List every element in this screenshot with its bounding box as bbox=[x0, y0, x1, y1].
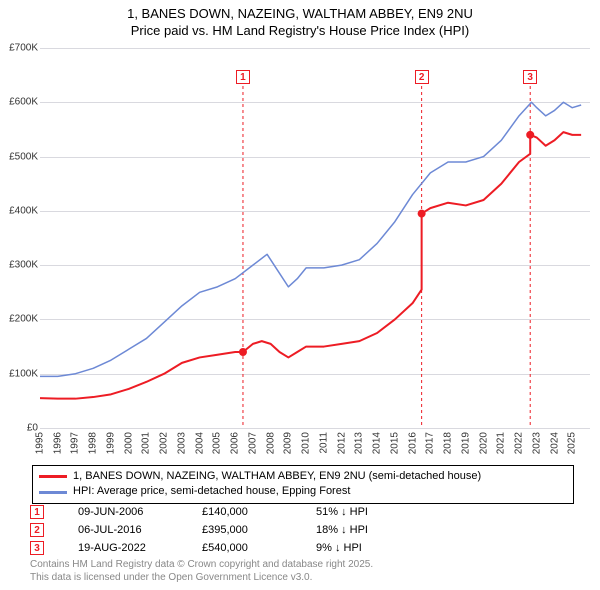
sales-table: 1 09-JUN-2006 £140,000 51% ↓ HPI 2 06-JUL-201… bbox=[30, 505, 396, 559]
x-tick-label: 2016 bbox=[407, 432, 418, 454]
x-tick-label: 2006 bbox=[230, 432, 241, 454]
y-tick-label: £200K bbox=[9, 314, 38, 325]
y-tick-label: £600K bbox=[9, 97, 38, 108]
x-tick-label: 2024 bbox=[549, 432, 560, 454]
sale-point-marker bbox=[526, 131, 534, 139]
x-tick-label: 2020 bbox=[478, 432, 489, 454]
legend-swatch-hpi bbox=[39, 491, 67, 494]
x-tick-label: 2003 bbox=[176, 432, 187, 454]
x-tick-label: 2022 bbox=[514, 432, 525, 454]
x-tick-label: 2018 bbox=[443, 432, 454, 454]
y-tick-label: £300K bbox=[9, 260, 38, 271]
x-tick-label: 2011 bbox=[318, 432, 329, 454]
x-tick-label: 2013 bbox=[354, 432, 365, 454]
x-tick-label: 2004 bbox=[194, 432, 205, 454]
sale-price: £140,000 bbox=[202, 506, 282, 518]
sale-date: 19-AUG-2022 bbox=[78, 542, 168, 554]
sale-row: 1 09-JUN-2006 £140,000 51% ↓ HPI bbox=[30, 505, 396, 519]
chart-title: 1, BANES DOWN, NAZEING, WALTHAM ABBEY, E… bbox=[0, 0, 600, 40]
sale-row: 2 06-JUL-2016 £395,000 18% ↓ HPI bbox=[30, 523, 396, 537]
y-tick-label: £700K bbox=[9, 43, 38, 54]
legend-label-price-paid: 1, BANES DOWN, NAZEING, WALTHAM ABBEY, E… bbox=[73, 469, 481, 484]
x-tick-label: 2007 bbox=[247, 432, 258, 454]
legend-item-price-paid: 1, BANES DOWN, NAZEING, WALTHAM ABBEY, E… bbox=[39, 469, 567, 484]
gridline-y bbox=[40, 428, 590, 429]
sale-price: £395,000 bbox=[202, 524, 282, 536]
title-line2: Price paid vs. HM Land Registry's House … bbox=[0, 23, 600, 40]
legend-swatch-price-paid bbox=[39, 475, 67, 478]
x-tick-label: 2010 bbox=[301, 432, 312, 454]
sale-date: 09-JUN-2006 bbox=[78, 506, 168, 518]
sale-delta: 18% ↓ HPI bbox=[316, 524, 396, 536]
footer-line2: This data is licensed under the Open Gov… bbox=[30, 572, 373, 585]
x-tick-label: 1998 bbox=[88, 432, 99, 454]
y-tick-label: £400K bbox=[9, 205, 38, 216]
x-tick-label: 2023 bbox=[531, 432, 542, 454]
x-tick-label: 2015 bbox=[389, 432, 400, 454]
x-tick-label: 2021 bbox=[496, 432, 507, 454]
sale-marker: 3 bbox=[30, 541, 44, 555]
x-tick-label: 2009 bbox=[283, 432, 294, 454]
x-tick-label: 1997 bbox=[70, 432, 81, 454]
sale-marker: 2 bbox=[30, 523, 44, 537]
y-tick-label: £100K bbox=[9, 368, 38, 379]
x-tick-label: 1996 bbox=[52, 432, 63, 454]
sale-delta: 9% ↓ HPI bbox=[316, 542, 396, 554]
x-tick-label: 2001 bbox=[141, 432, 152, 454]
x-tick-label: 2012 bbox=[336, 432, 347, 454]
x-tick-label: 2002 bbox=[159, 432, 170, 454]
legend: 1, BANES DOWN, NAZEING, WALTHAM ABBEY, E… bbox=[32, 465, 574, 504]
x-tick-label: 2005 bbox=[212, 432, 223, 454]
sale-point-marker bbox=[239, 348, 247, 356]
sale-marker: 1 bbox=[30, 505, 44, 519]
legend-item-hpi: HPI: Average price, semi-detached house,… bbox=[39, 484, 567, 499]
sale-date: 06-JUL-2016 bbox=[78, 524, 168, 536]
x-tick-label: 2025 bbox=[567, 432, 578, 454]
line-chart: £0£100K£200K£300K£400K£500K£600K£700K199… bbox=[40, 48, 590, 428]
annotation-marker: 1 bbox=[236, 70, 250, 84]
series-price_paid bbox=[40, 132, 581, 399]
x-tick-label: 2008 bbox=[265, 432, 276, 454]
footer-line1: Contains HM Land Registry data © Crown c… bbox=[30, 559, 373, 572]
sale-row: 3 19-AUG-2022 £540,000 9% ↓ HPI bbox=[30, 541, 396, 555]
legend-label-hpi: HPI: Average price, semi-detached house,… bbox=[73, 484, 350, 499]
annotation-marker: 3 bbox=[523, 70, 537, 84]
footer-attribution: Contains HM Land Registry data © Crown c… bbox=[30, 559, 373, 584]
y-tick-label: £500K bbox=[9, 151, 38, 162]
chart-svg bbox=[40, 48, 590, 428]
x-tick-label: 1999 bbox=[105, 432, 116, 454]
x-tick-label: 1995 bbox=[35, 432, 46, 454]
annotation-marker: 2 bbox=[415, 70, 429, 84]
sale-delta: 51% ↓ HPI bbox=[316, 506, 396, 518]
title-line1: 1, BANES DOWN, NAZEING, WALTHAM ABBEY, E… bbox=[0, 6, 600, 23]
x-tick-label: 2019 bbox=[460, 432, 471, 454]
sale-price: £540,000 bbox=[202, 542, 282, 554]
x-tick-label: 2017 bbox=[425, 432, 436, 454]
x-tick-label: 2000 bbox=[123, 432, 134, 454]
sale-point-marker bbox=[418, 210, 426, 218]
series-hpi bbox=[40, 102, 581, 376]
x-tick-label: 2014 bbox=[372, 432, 383, 454]
